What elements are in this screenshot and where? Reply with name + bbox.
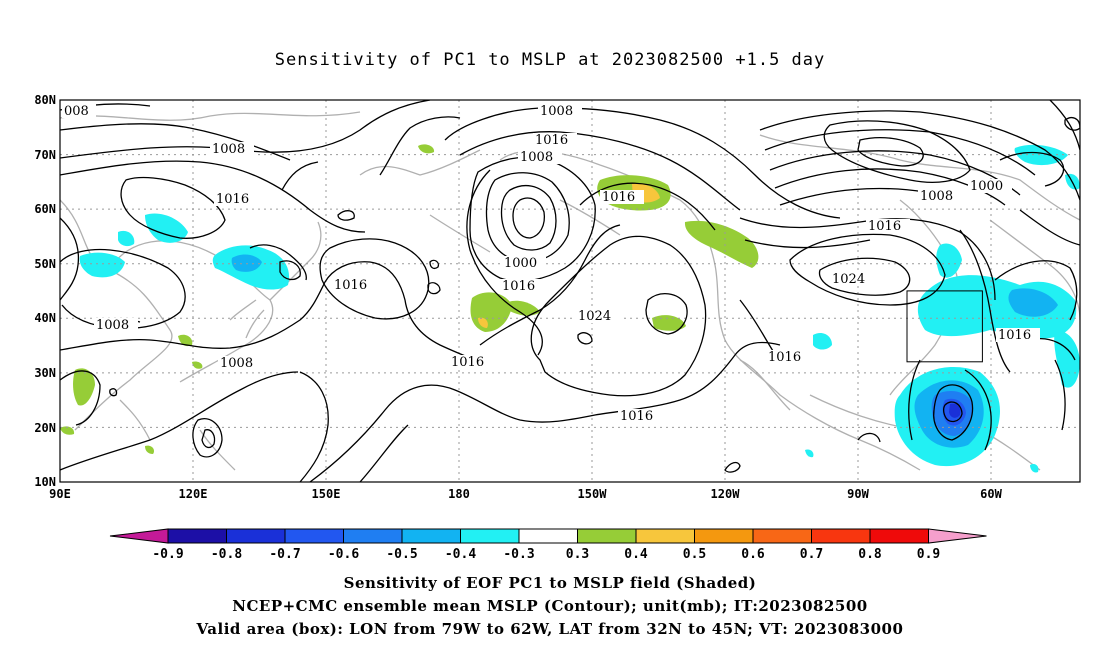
colorbar-segment: [343, 528, 403, 544]
lon-label: 120W: [711, 487, 741, 501]
lat-label: 60N: [34, 202, 56, 216]
contour-label: 1008: [212, 142, 245, 157]
contour-label: 1016: [998, 328, 1031, 343]
lat-label: 80N: [34, 93, 56, 107]
contour-label: 1024: [832, 272, 865, 287]
colorbar-label: 0.8: [858, 547, 882, 562]
colorbar-segment: [518, 528, 578, 544]
contour-label: 1016: [451, 355, 484, 370]
lon-label: 90W: [847, 487, 869, 501]
footer-line-2: NCEP+CMC ensemble mean MSLP (Contour); u…: [232, 597, 868, 615]
map-area: 008 1008 1016 1016 1008 1008 1008 1016 1…: [60, 100, 1080, 482]
lon-label: 150E: [312, 487, 341, 501]
contour-label: 1016: [535, 133, 568, 148]
lat-label: 30N: [34, 366, 56, 380]
contour-label: 1000: [504, 256, 537, 271]
colorbar-segment: [167, 528, 227, 544]
colorbar-label: 0.3: [566, 547, 589, 562]
colorbar: -0.9 -0.8 -0.7 -0.6 -0.5 -0.4 -0.3 0.3 0.4 0.5 0.6…: [109, 528, 987, 562]
colorbar-label: -0.5: [386, 547, 417, 562]
chart-title: Sensitivity of PC1 to MSLP at 2023082500…: [274, 50, 826, 70]
colorbar-label: 0.4: [624, 547, 648, 562]
contour-label: 1024: [578, 309, 611, 324]
contour-label: 1008: [220, 356, 253, 371]
colorbar-segment: [869, 528, 929, 544]
lon-label: 180: [448, 487, 470, 501]
footer-line-1: Sensitivity of EOF PC1 to MSLP field (Sh…: [343, 574, 757, 592]
lat-label: 20N: [34, 421, 56, 435]
mslp-contours: [60, 100, 1080, 482]
contour-label: 1016: [868, 219, 901, 234]
colorbar-label: 0.6: [741, 547, 765, 562]
colorbar-segment: [226, 528, 286, 544]
contour-label: 1008: [920, 189, 953, 204]
contour-label: 1016: [502, 279, 535, 294]
contour-label: 1016: [768, 350, 801, 365]
colorbar-label: -0.8: [211, 547, 242, 562]
colorbar-segment: [401, 528, 461, 544]
contour-label-group: 008 1008 1016 1016 1008 1008 1008 1016 1…: [62, 104, 1040, 424]
lat-label: 70N: [34, 148, 56, 162]
contour-label: 1008: [520, 150, 553, 165]
colorbar-low-end: [109, 528, 169, 544]
lat-axis: 80N 70N 60N 50N 40N 30N 20N 10N: [34, 93, 56, 489]
valid-area-box: [906, 290, 983, 363]
contour-label: 1008: [540, 104, 573, 119]
colorbar-label: 0.7: [800, 547, 823, 562]
colorbar-label: -0.9: [152, 547, 183, 562]
contour-label: 1000: [970, 179, 1003, 194]
colorbar-segment: [811, 528, 871, 544]
contour-label: 1016: [620, 409, 653, 424]
colorbar-label: 0.9: [917, 547, 940, 562]
colorbar-segment: [694, 528, 754, 544]
colorbar-segment: [460, 528, 520, 544]
colorbar-label: -0.6: [328, 547, 359, 562]
lon-axis: 90E 120E 150E 180 150W 120W 90W 60W: [49, 487, 1002, 501]
contour-label: 008: [64, 104, 89, 119]
lat-label: 10N: [34, 475, 56, 489]
lon-label: 120E: [179, 487, 208, 501]
lon-label: 60W: [980, 487, 1002, 501]
colorbar-label: -0.4: [445, 547, 476, 562]
contour-label: 1008: [96, 318, 129, 333]
contour-label: 1016: [216, 192, 249, 207]
lat-label: 50N: [34, 257, 56, 271]
lon-label: 90E: [49, 487, 71, 501]
colorbar-high-end: [928, 528, 987, 544]
contour-label: 1016: [602, 190, 635, 205]
colorbar-label: -0.3: [503, 547, 534, 562]
colorbar-segment: [635, 528, 695, 544]
colorbar-label: -0.7: [269, 547, 300, 562]
colorbar-label: 0.5: [683, 547, 706, 562]
colorbar-segment: [752, 528, 812, 544]
lon-label: 150W: [578, 487, 608, 501]
colorbar-segment: [577, 528, 637, 544]
footer-line-3: Valid area (box): LON from 79W to 62W, L…: [196, 620, 904, 638]
contour-label: 1016: [334, 278, 367, 293]
colorbar-segment: [284, 528, 344, 544]
lat-label: 40N: [34, 311, 56, 325]
map-frame: [59, 99, 1081, 483]
